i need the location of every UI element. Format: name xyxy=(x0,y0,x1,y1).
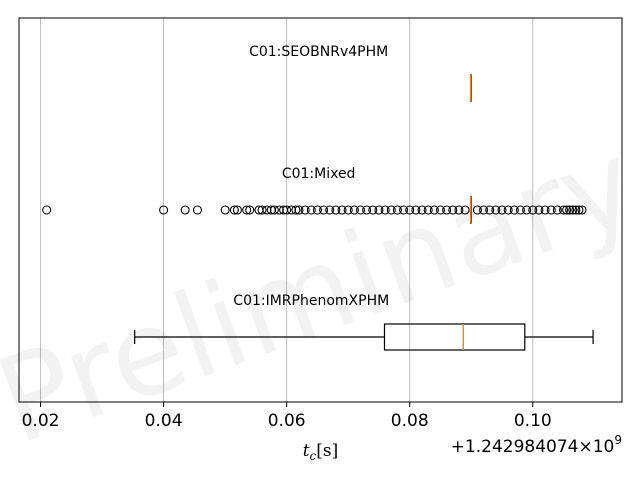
flier-point xyxy=(552,205,562,215)
flier-point xyxy=(274,205,284,215)
offset-main: +1.242984074×10 xyxy=(451,437,615,457)
flier-point xyxy=(568,205,578,215)
flier-point xyxy=(192,205,202,215)
flier-point xyxy=(423,205,433,215)
flier-point xyxy=(325,205,335,215)
grid-lines xyxy=(40,18,534,402)
flier-point xyxy=(429,205,439,215)
flier-point xyxy=(497,205,507,215)
offset-exponent: 9 xyxy=(614,433,622,447)
x-tick-label: 0.10 xyxy=(514,411,552,431)
x-offset-label: +1.242984074×109 xyxy=(451,433,622,457)
flier-point xyxy=(435,205,446,215)
flier-point xyxy=(540,205,550,215)
flier-point xyxy=(245,205,255,215)
flier-point xyxy=(509,205,519,215)
flier-point xyxy=(562,205,572,215)
flier-point xyxy=(343,205,353,215)
flier-point xyxy=(300,205,310,215)
flier-point xyxy=(417,205,427,215)
x-axis-var: t xyxy=(303,441,310,461)
flier-point xyxy=(460,205,470,215)
flier-point xyxy=(565,205,575,215)
flier-point xyxy=(349,205,359,215)
x-tick-label: 0.04 xyxy=(145,411,183,431)
x-tick-label: 0.02 xyxy=(22,411,60,431)
plot-frame xyxy=(18,17,623,403)
flier-point xyxy=(491,205,501,215)
flier-point xyxy=(229,205,239,215)
flier-point xyxy=(42,205,52,215)
flier-point xyxy=(577,205,587,215)
flier-point xyxy=(479,205,489,215)
flier-point xyxy=(269,205,279,215)
flier-point xyxy=(558,205,569,215)
flier-point xyxy=(386,205,396,215)
flier-point xyxy=(319,205,329,215)
flier-point xyxy=(399,205,409,215)
flier-point xyxy=(374,205,384,215)
flier-point xyxy=(362,205,372,215)
flier-point xyxy=(571,205,581,215)
flier-point xyxy=(392,205,402,215)
x-tick-label: 0.06 xyxy=(268,411,306,431)
flier-point xyxy=(291,205,301,215)
flier-point xyxy=(180,205,190,215)
series-label: C01:SEOBNRv4PHM xyxy=(249,44,388,60)
flier-point xyxy=(485,205,495,215)
flier-point xyxy=(262,205,272,215)
flier-point xyxy=(368,205,378,215)
series-label: C01:Mixed xyxy=(282,166,356,182)
series-label: C01:IMRPhenomXPHM xyxy=(233,293,389,309)
flier-point xyxy=(515,205,526,215)
box-series: C01:SEOBNRv4PHM C01:Mixed C01:IMRPhenomXPH… xyxy=(42,44,594,351)
flier-point xyxy=(257,205,267,215)
flier-point xyxy=(220,205,230,215)
flier-point xyxy=(232,205,242,215)
flier-point xyxy=(380,205,390,215)
flier-point xyxy=(306,205,316,215)
x-axis-unit: [s] xyxy=(316,441,338,461)
flier-point xyxy=(294,205,304,215)
flier-point xyxy=(522,205,532,215)
flier-point xyxy=(287,205,297,215)
flier-point xyxy=(472,205,482,215)
flier-point xyxy=(454,205,464,215)
flier-point xyxy=(312,205,322,215)
x-axis-label: tc[s] xyxy=(303,441,339,463)
box-c01-imrphenomxphm: C01:IMRPhenomXPHM xyxy=(134,293,594,351)
flier-point xyxy=(282,205,292,215)
x-axis-sub: c xyxy=(310,449,317,463)
flier-point xyxy=(337,205,347,215)
flier-point xyxy=(534,205,544,215)
flier-point xyxy=(405,205,415,215)
flier-point xyxy=(331,205,341,215)
flier-point xyxy=(503,205,513,215)
flier-point xyxy=(528,205,538,215)
flier-point xyxy=(448,205,458,215)
x-axis-ticks: 0.02 0.04 0.06 0.08 0.10 xyxy=(22,402,552,431)
box-c01-seobnrv4phm: C01:SEOBNRv4PHM xyxy=(249,44,472,102)
flier-point xyxy=(546,205,556,215)
flier-point xyxy=(411,205,421,215)
flier-point xyxy=(442,205,452,215)
flier-point xyxy=(242,205,252,215)
box-c01-mixed: C01:Mixed xyxy=(42,166,587,224)
flier-point xyxy=(574,205,584,215)
x-tick-label: 0.08 xyxy=(391,411,429,431)
flier-point xyxy=(355,205,366,215)
iqr-box xyxy=(383,323,526,351)
flier-point xyxy=(159,205,169,215)
